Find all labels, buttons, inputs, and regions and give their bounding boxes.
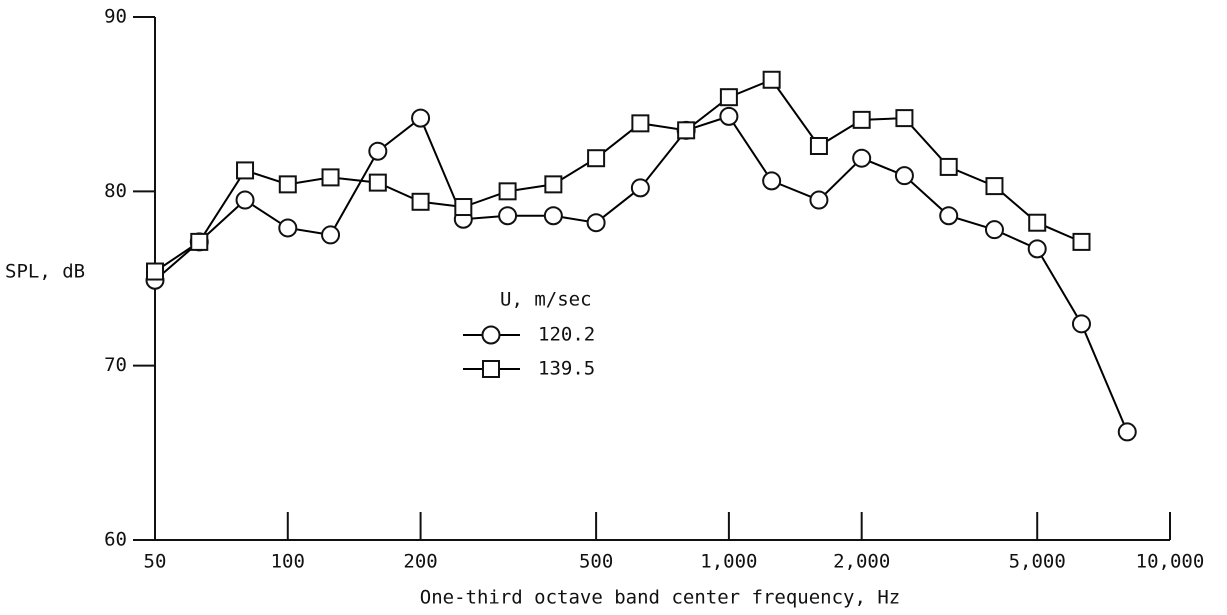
- legend-marker: [481, 325, 501, 345]
- data-point: [1071, 314, 1091, 334]
- data-point: [1028, 213, 1047, 232]
- data-point: [146, 262, 164, 281]
- y-tick-label: 70: [104, 354, 127, 376]
- data-point: [984, 220, 1004, 240]
- data-point: [719, 88, 738, 107]
- data-point: [939, 157, 958, 176]
- data-point: [677, 121, 696, 140]
- data-point: [368, 173, 387, 192]
- data-point: [894, 166, 914, 186]
- y-axis-label: SPL, dB: [5, 261, 85, 283]
- x-tick-label: 100: [271, 551, 305, 573]
- data-point: [321, 225, 341, 245]
- data-point: [809, 137, 828, 156]
- data-point: [454, 198, 473, 217]
- legend-title: U, m/sec: [500, 289, 592, 311]
- data-point: [1027, 239, 1047, 259]
- data-point: [278, 218, 298, 238]
- data-point: [631, 114, 650, 133]
- x-tick-label: 200: [403, 551, 437, 573]
- data-point: [544, 175, 563, 194]
- data-point: [587, 149, 606, 168]
- legend-marker: [482, 360, 500, 378]
- data-point: [809, 190, 829, 210]
- data-point: [762, 171, 782, 191]
- data-point: [321, 168, 340, 187]
- y-tick-label: 90: [104, 6, 127, 28]
- x-tick-label: 2,000: [833, 551, 890, 573]
- data-point: [278, 175, 297, 194]
- x-tick-label: 50: [144, 551, 167, 573]
- data-point: [939, 206, 959, 226]
- data-point: [411, 192, 430, 211]
- x-tick-label: 1,000: [700, 551, 757, 573]
- x-axis-label: One-third octave band center frequency, …: [420, 587, 900, 609]
- series-line: [154, 78, 1082, 273]
- series-line: [154, 115, 1129, 433]
- data-point: [190, 232, 209, 251]
- data-point: [630, 178, 650, 198]
- data-point: [586, 213, 606, 233]
- data-point: [719, 106, 739, 126]
- data-point: [985, 177, 1004, 196]
- data-point: [235, 190, 255, 210]
- data-point: [368, 141, 388, 161]
- legend-label: 120.2: [538, 324, 595, 346]
- data-point: [852, 148, 872, 168]
- data-point: [1072, 232, 1091, 251]
- data-point: [236, 161, 255, 180]
- data-point: [498, 206, 518, 226]
- data-point: [762, 70, 781, 89]
- data-point: [895, 109, 914, 128]
- x-tick-label: 500: [579, 551, 613, 573]
- x-tick-label: 10,000: [1136, 551, 1205, 573]
- data-point: [1117, 422, 1137, 442]
- legend-label: 139.5: [538, 358, 595, 380]
- y-tick-label: 60: [104, 529, 127, 551]
- y-tick-label: 80: [104, 180, 127, 202]
- x-tick-label: 5,000: [1009, 551, 1066, 573]
- data-point: [543, 206, 563, 226]
- data-point: [411, 108, 431, 128]
- data-point: [852, 110, 871, 129]
- data-point: [498, 182, 517, 201]
